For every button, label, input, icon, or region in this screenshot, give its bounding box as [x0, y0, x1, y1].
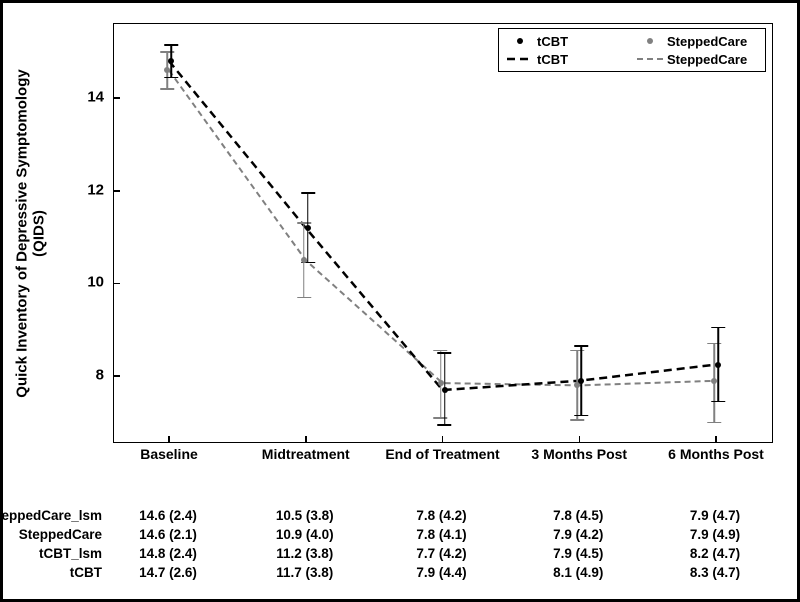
legend-item-tcbt-marker: tCBT [507, 34, 627, 49]
series-marker [578, 378, 584, 384]
table-cell: 10.9 (4.0) [276, 527, 334, 542]
series-line-SteppedCare [169, 70, 716, 385]
y-tick-labels: 8 10 12 14 [3, 23, 108, 443]
table-row: SteppedCare_lsm 14.6 (2.4) 10.5 (3.8) 7.8 (… [3, 508, 797, 526]
y-tick-label: 14 [87, 89, 104, 106]
table-cell: 11.2 (3.8) [276, 546, 333, 561]
table-row-label: tCBT [70, 565, 102, 580]
x-tick-label: 3 Months Post [531, 446, 627, 462]
y-tick-label: 8 [96, 367, 104, 384]
plot-area: tCBT SteppedCare tCBT [113, 23, 773, 443]
table-row-label: tCBT_lsm [39, 546, 102, 561]
y-tick-label: 10 [87, 274, 104, 291]
table-cell: 8.3 (4.7) [690, 565, 740, 580]
legend-swatch-sc-marker [637, 34, 663, 48]
table-cell: 7.8 (4.2) [416, 508, 466, 523]
legend-row-markers: tCBT SteppedCare [507, 32, 757, 50]
legend-row-lines: tCBT SteppedCare [507, 50, 757, 68]
table-cell: 11.7 (3.8) [276, 565, 333, 580]
legend-swatch-tcbt-marker [507, 34, 533, 48]
x-tick-label: Baseline [140, 446, 198, 462]
x-tick-label: Midtreatment [262, 446, 350, 462]
table-cell: 7.9 (4.4) [416, 565, 466, 580]
series-marker [168, 58, 174, 64]
table-cell: 7.9 (4.5) [553, 546, 603, 561]
table-cell: 14.8 (2.4) [139, 546, 197, 561]
table-cell: 8.1 (4.9) [553, 565, 603, 580]
legend-label-sc-marker: SteppedCare [667, 34, 747, 49]
legend-swatch-tcbt-line [507, 52, 533, 66]
table-row-label: SteppedCare_lsm [0, 508, 102, 523]
table-row: tCBT 14.7 (2.6) 11.7 (3.8) 7.9 (4.4) 8.1 (4.… [3, 565, 797, 583]
table-cell: 8.2 (4.7) [690, 546, 740, 561]
legend-label-tcbt-marker: tCBT [537, 34, 568, 49]
series-marker [438, 380, 444, 386]
table-cell: 7.9 (4.7) [690, 508, 740, 523]
table-cell: 10.5 (3.8) [276, 508, 334, 523]
legend-item-sc-line: SteppedCare [637, 52, 757, 67]
series-line-tCBT [169, 61, 716, 390]
table-cell: 14.7 (2.6) [139, 565, 197, 580]
legend: tCBT SteppedCare tCBT [498, 28, 766, 72]
series-marker [164, 67, 170, 73]
series-marker [442, 387, 448, 393]
series-marker [305, 225, 311, 231]
table-cell: 7.7 (4.2) [416, 546, 466, 561]
series-marker [715, 362, 721, 368]
table-row: SteppedCare 14.6 (2.1) 10.9 (4.0) 7.8 (4.1)… [3, 527, 797, 545]
legend-item-sc-marker: SteppedCare [637, 34, 757, 49]
y-tick-label: 12 [87, 181, 104, 198]
legend-item-tcbt-line: tCBT [507, 52, 627, 67]
x-tick-label: End of Treatment [385, 446, 499, 462]
legend-swatch-sc-line [637, 52, 663, 66]
chart-frame: Quick Inventory of Depressive Symptomolo… [0, 0, 800, 602]
table-row-label: SteppedCare [19, 527, 102, 542]
table-cell: 7.8 (4.1) [416, 527, 466, 542]
series-marker [711, 378, 717, 384]
table-cell: 14.6 (2.4) [139, 508, 197, 523]
table-cell: 14.6 (2.1) [139, 527, 197, 542]
table-row: tCBT_lsm 14.8 (2.4) 11.2 (3.8) 7.7 (4.2) 7.9… [3, 546, 797, 564]
legend-label-tcbt-line: tCBT [537, 52, 568, 67]
x-tick-label: 6 Months Post [668, 446, 764, 462]
table-cell: 7.9 (4.2) [553, 527, 603, 542]
table-cell: 7.8 (4.5) [553, 508, 603, 523]
legend-label-sc-line: SteppedCare [667, 52, 747, 67]
table-cell: 7.9 (4.9) [690, 527, 740, 542]
series-marker [301, 257, 307, 263]
